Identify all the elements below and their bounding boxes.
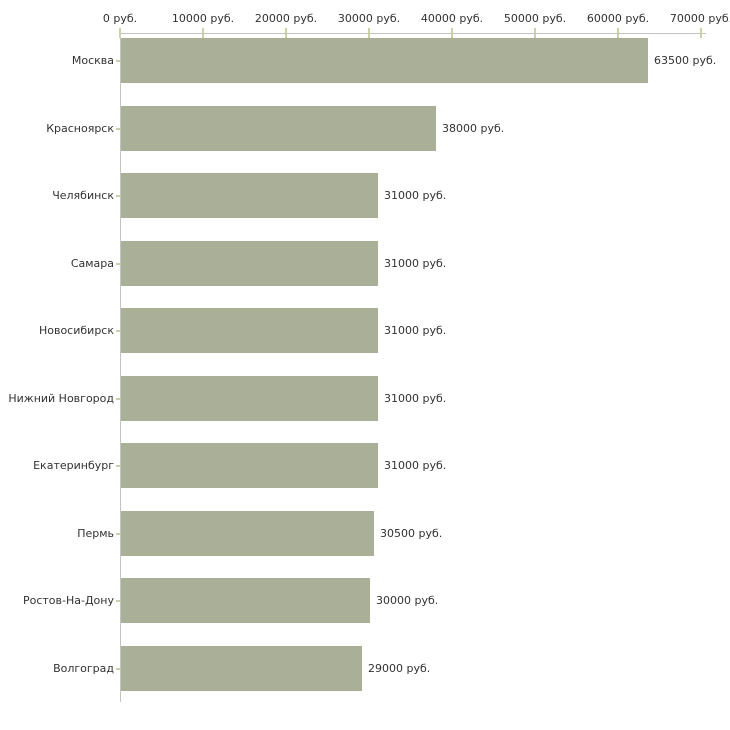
- bar-row: Ростов-На-Дону 30000 руб.: [0, 578, 730, 623]
- value-label: 31000 руб.: [384, 189, 447, 202]
- category-label: Нижний Новгород: [8, 391, 114, 405]
- x-axis-tick-mark: [534, 28, 536, 38]
- x-axis-tick-label: 20000 руб.: [254, 12, 318, 25]
- category-tick-mark: [116, 397, 120, 400]
- x-axis-tick-label: 50000 руб.: [503, 12, 567, 25]
- x-axis-tick-mark: [285, 28, 287, 38]
- value-label: 31000 руб.: [384, 324, 447, 337]
- category-tick-mark: [116, 330, 120, 332]
- bar: [121, 240, 378, 286]
- category-label: Екатеринбург: [33, 459, 114, 472]
- bar: [121, 38, 648, 83]
- category-tick-mark: [116, 532, 120, 535]
- x-axis-tick-mark: [368, 28, 370, 38]
- category-label: Самара: [70, 256, 114, 270]
- category-tick-mark: [116, 667, 120, 670]
- bar: [121, 645, 362, 691]
- category-tick-mark: [116, 127, 120, 130]
- value-label: 29000 руб.: [368, 661, 431, 675]
- category-label: Ростов-На-Дону: [22, 594, 114, 607]
- bar-row: Екатеринбург 31000 руб.: [0, 443, 730, 488]
- bar-row: Красноярск 38000 руб.: [0, 105, 730, 151]
- category-label: Пермь: [77, 526, 114, 540]
- bar-row: Москва 63500 руб.: [0, 38, 730, 83]
- bar: [121, 105, 436, 151]
- value-label: 30500 руб.: [380, 526, 443, 540]
- bar-row: Новосибирск 31000 руб.: [0, 308, 730, 353]
- bar: [121, 308, 378, 353]
- value-label: 31000 руб.: [384, 391, 447, 405]
- value-label: 31000 руб.: [384, 256, 447, 270]
- category-label: Волгоград: [53, 661, 114, 675]
- value-label: 30000 руб.: [376, 594, 439, 607]
- category-tick-mark: [116, 262, 120, 265]
- value-label: 63500 руб.: [654, 54, 717, 67]
- category-label: Челябинск: [52, 189, 114, 202]
- category-tick-mark: [116, 600, 120, 602]
- bar: [121, 510, 374, 556]
- bar: [121, 443, 378, 488]
- bar-row: Нижний Новгород 31000 руб.: [0, 375, 730, 421]
- bar-row: Волгоград 29000 руб.: [0, 645, 730, 691]
- x-axis-tick-mark: [451, 28, 453, 38]
- x-axis-tick-mark: [700, 28, 702, 38]
- x-axis-tick-mark: [119, 28, 121, 38]
- bar-row: Пермь 30500 руб.: [0, 510, 730, 556]
- x-axis-tick-mark: [617, 28, 619, 38]
- x-axis-tick-label: 10000 руб.: [171, 12, 235, 25]
- x-axis-tick-label: 30000 руб.: [337, 12, 401, 25]
- bar: [121, 173, 378, 218]
- bar-row: Самара 31000 руб.: [0, 240, 730, 286]
- bar: [121, 578, 370, 623]
- category-tick-mark: [116, 60, 120, 62]
- category-label: Новосибирск: [38, 324, 114, 337]
- x-axis-tick-label: 60000 руб.: [586, 12, 650, 25]
- category-label: Москва: [71, 54, 114, 67]
- bar-row: Челябинск 31000 руб.: [0, 173, 730, 218]
- x-axis-tick-label: 70000 руб.: [669, 12, 730, 25]
- x-axis-tick-mark: [202, 28, 204, 38]
- x-axis-tick-label: 0 руб.: [102, 12, 138, 25]
- category-tick-mark: [116, 195, 120, 197]
- value-label: 38000 руб.: [442, 121, 505, 135]
- bar: [121, 375, 378, 421]
- category-label: Красноярск: [46, 121, 114, 135]
- y-axis-line: [120, 33, 121, 702]
- x-axis-line: [120, 33, 706, 34]
- value-label: 31000 руб.: [384, 459, 447, 472]
- category-tick-mark: [116, 465, 120, 467]
- x-axis-tick-label: 40000 руб.: [420, 12, 484, 25]
